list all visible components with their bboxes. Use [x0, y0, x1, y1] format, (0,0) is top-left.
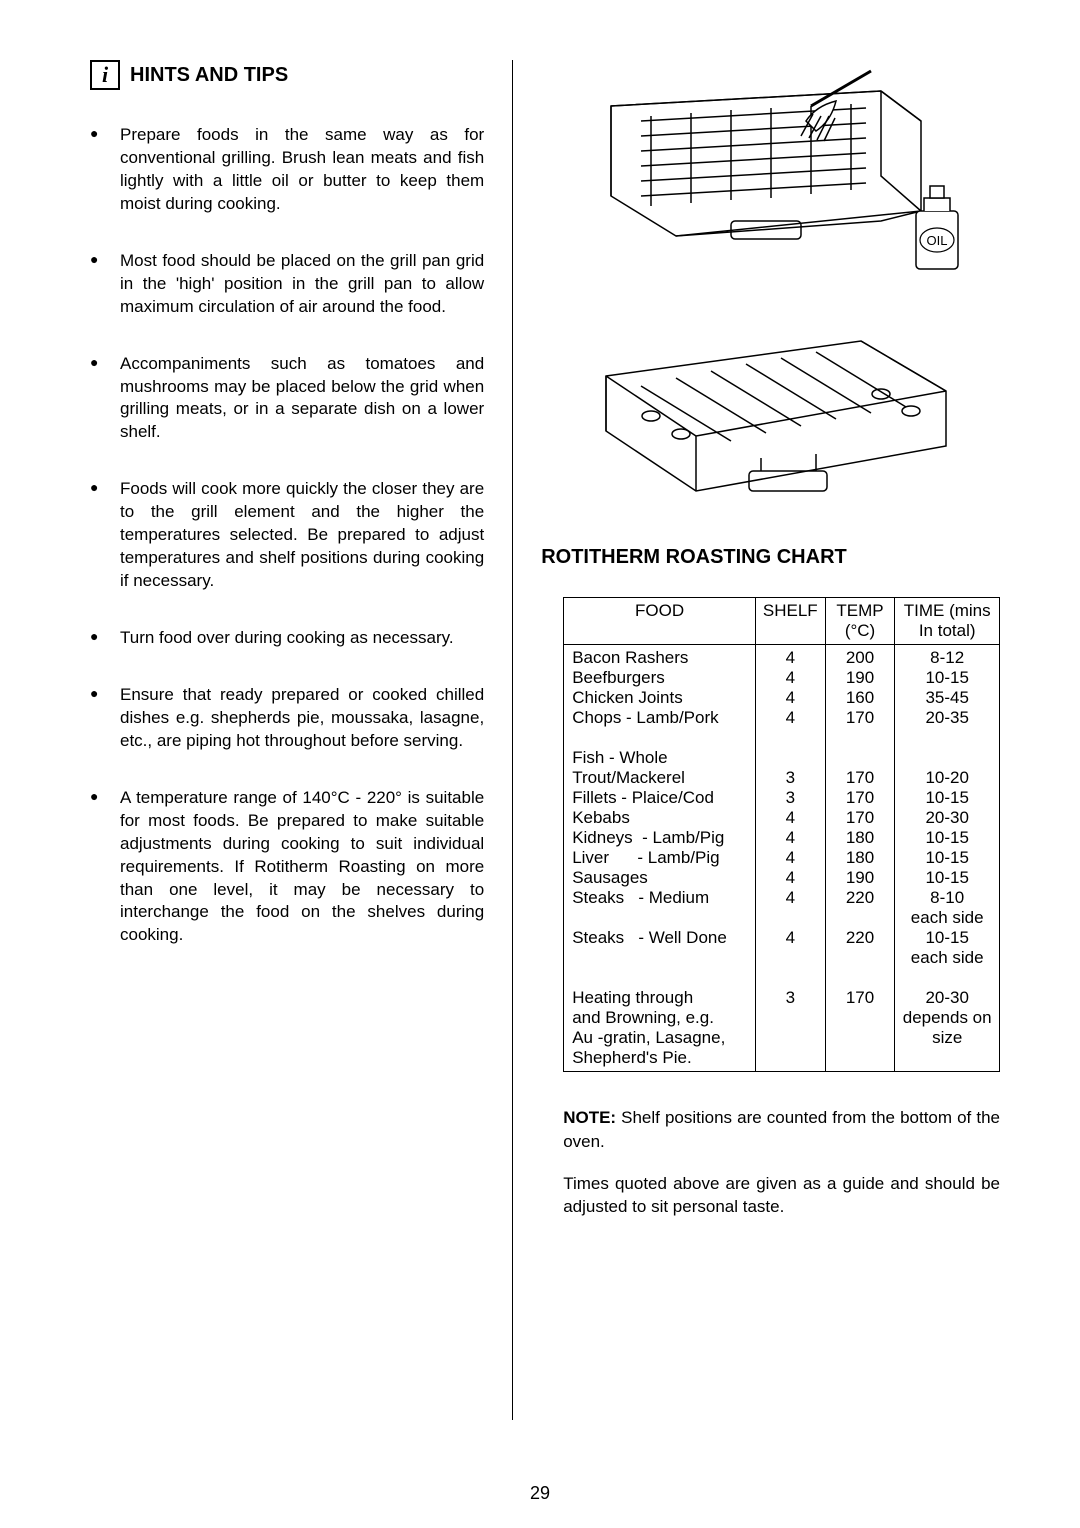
oil-label: OIL	[926, 233, 947, 248]
section-title: HINTS AND TIPS	[130, 64, 288, 87]
notes: NOTE: Shelf positions are counted from t…	[563, 1106, 1000, 1219]
left-column: i HINTS AND TIPS Prepare foods in the sa…	[90, 60, 513, 1420]
table-cell: 4444334444443	[755, 645, 825, 1072]
tip-item: Most food should be placed on the grill …	[90, 250, 484, 319]
tip-item: Accompaniments such as tomatoes and mush…	[90, 353, 484, 445]
tip-item: Turn food over during cooking as necessa…	[90, 627, 484, 650]
note-label: NOTE:	[563, 1108, 616, 1127]
table-cell: 200190160170170170170180180190220220170	[825, 645, 895, 1072]
chart-wrap: FOOD SHELF TEMP (°C) TIME (mins	[541, 597, 1010, 1219]
tips-list: Prepare foods in the same way as for con…	[90, 124, 484, 947]
info-icon: i	[90, 60, 120, 90]
roasting-chart-table: FOOD SHELF TEMP (°C) TIME (mins	[563, 597, 1000, 1072]
tip-item: Foods will cook more quickly the closer …	[90, 478, 484, 593]
th-food: FOOD	[564, 598, 756, 645]
info-glyph: i	[102, 62, 108, 88]
note-1: NOTE: Shelf positions are counted from t…	[563, 1106, 1000, 1154]
th-time: TIME (mins In total)	[895, 598, 1000, 645]
chart-title: ROTITHERM ROASTING CHART	[541, 546, 1010, 569]
page-number: 29	[0, 1483, 1080, 1504]
th-temp: TEMP (°C)	[825, 598, 895, 645]
illustration-rack	[541, 316, 1010, 506]
table-cell: Bacon RashersBeefburgersChicken JointsCh…	[564, 645, 756, 1072]
section-header: i HINTS AND TIPS	[90, 60, 484, 90]
tip-item: A temperature range of 140°C - 220° is s…	[90, 787, 484, 948]
tip-item: Ensure that ready prepared or cooked chi…	[90, 684, 484, 753]
tip-item: Prepare foods in the same way as for con…	[90, 124, 484, 216]
table-header-row: FOOD SHELF TEMP (°C) TIME (mins	[564, 598, 1000, 645]
table-cell: 8-1210-1535-4520-3510-2010-1520-3010-151…	[895, 645, 1000, 1072]
page: i HINTS AND TIPS Prepare foods in the sa…	[0, 0, 1080, 1528]
illustration-oil-brush: OIL	[541, 66, 1010, 276]
columns: i HINTS AND TIPS Prepare foods in the sa…	[90, 60, 1010, 1420]
table-row: Bacon RashersBeefburgersChicken JointsCh…	[564, 645, 1000, 1072]
note-2: Times quoted above are given as a guide …	[563, 1172, 1000, 1220]
note-1-text: Shelf positions are counted from the bot…	[563, 1108, 1000, 1151]
th-shelf: SHELF	[755, 598, 825, 645]
right-column: OIL	[513, 60, 1010, 1420]
